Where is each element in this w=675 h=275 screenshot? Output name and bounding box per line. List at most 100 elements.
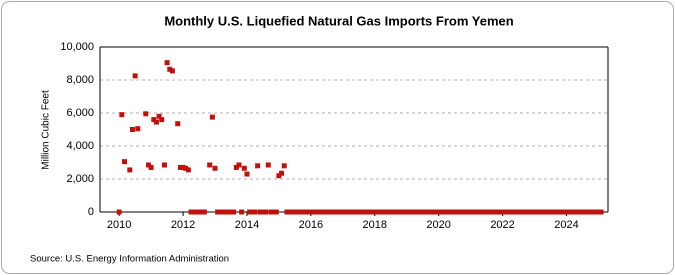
point (324, 209, 330, 215)
point (148, 164, 154, 170)
point (244, 171, 250, 177)
point (345, 209, 351, 215)
chart-title: Monthly U.S. Liquefied Natural Gas Impor… (164, 13, 513, 28)
point (428, 209, 434, 215)
point (382, 209, 388, 215)
point (489, 209, 495, 215)
point (545, 209, 551, 215)
point (281, 163, 287, 169)
point (558, 209, 564, 215)
point (454, 209, 460, 215)
point (143, 111, 149, 117)
point (595, 209, 601, 215)
point (577, 209, 583, 215)
x-tick-label: 2022 (490, 219, 514, 231)
point (598, 209, 604, 215)
point (348, 209, 354, 215)
point (361, 209, 367, 215)
x-tick-label: 2010 (107, 219, 131, 231)
point (233, 164, 239, 170)
point (350, 209, 356, 215)
point (420, 209, 426, 215)
point (494, 209, 500, 215)
point (452, 209, 458, 215)
point (534, 209, 540, 215)
point (188, 209, 194, 215)
point (414, 209, 420, 215)
point (457, 209, 463, 215)
point (135, 126, 141, 132)
point (255, 163, 261, 169)
point (316, 209, 322, 215)
point (199, 209, 205, 215)
point (396, 209, 402, 215)
point (145, 162, 151, 168)
point (524, 209, 530, 215)
point (542, 209, 548, 215)
point (300, 209, 306, 215)
point (239, 209, 245, 215)
point (116, 209, 122, 215)
point (441, 209, 447, 215)
point (305, 209, 311, 215)
point (252, 209, 258, 215)
point (295, 209, 301, 215)
point (393, 209, 399, 215)
point (526, 209, 532, 215)
point (446, 209, 452, 215)
point (257, 209, 263, 215)
point (502, 209, 508, 215)
point (518, 209, 524, 215)
point (127, 167, 133, 173)
point (563, 209, 569, 215)
point (406, 209, 412, 215)
point (364, 209, 370, 215)
point (571, 209, 577, 215)
point (492, 209, 498, 215)
point (553, 209, 559, 215)
point (313, 209, 319, 215)
point (593, 209, 599, 215)
x-tick-label: 2016 (299, 219, 323, 231)
point (478, 209, 484, 215)
point (132, 73, 138, 79)
y-tick-label: 8,000 (66, 74, 94, 86)
point (167, 66, 173, 72)
x-tick-label: 2018 (363, 219, 387, 231)
point (273, 209, 279, 215)
point (236, 162, 242, 168)
point (185, 167, 191, 173)
point (377, 209, 383, 215)
point (212, 165, 218, 171)
point (326, 209, 332, 215)
point (481, 209, 487, 215)
y-tick-label: 6,000 (66, 107, 94, 119)
point (529, 209, 535, 215)
point (164, 60, 170, 66)
point (369, 209, 375, 215)
point (422, 209, 428, 215)
point (153, 119, 159, 125)
point (473, 209, 479, 215)
point (332, 209, 338, 215)
point (276, 173, 282, 179)
point (268, 209, 274, 215)
point (569, 209, 575, 215)
point (380, 209, 386, 215)
point (241, 165, 247, 171)
point (356, 209, 362, 215)
point (225, 209, 231, 215)
point (289, 209, 295, 215)
point (265, 162, 271, 168)
point (151, 117, 157, 123)
x-tick-label: 2024 (554, 219, 578, 231)
point (156, 113, 162, 119)
point (574, 209, 580, 215)
point (566, 209, 572, 215)
point (537, 209, 543, 215)
point (465, 209, 471, 215)
point (337, 209, 343, 215)
point (401, 209, 407, 215)
point (585, 209, 591, 215)
